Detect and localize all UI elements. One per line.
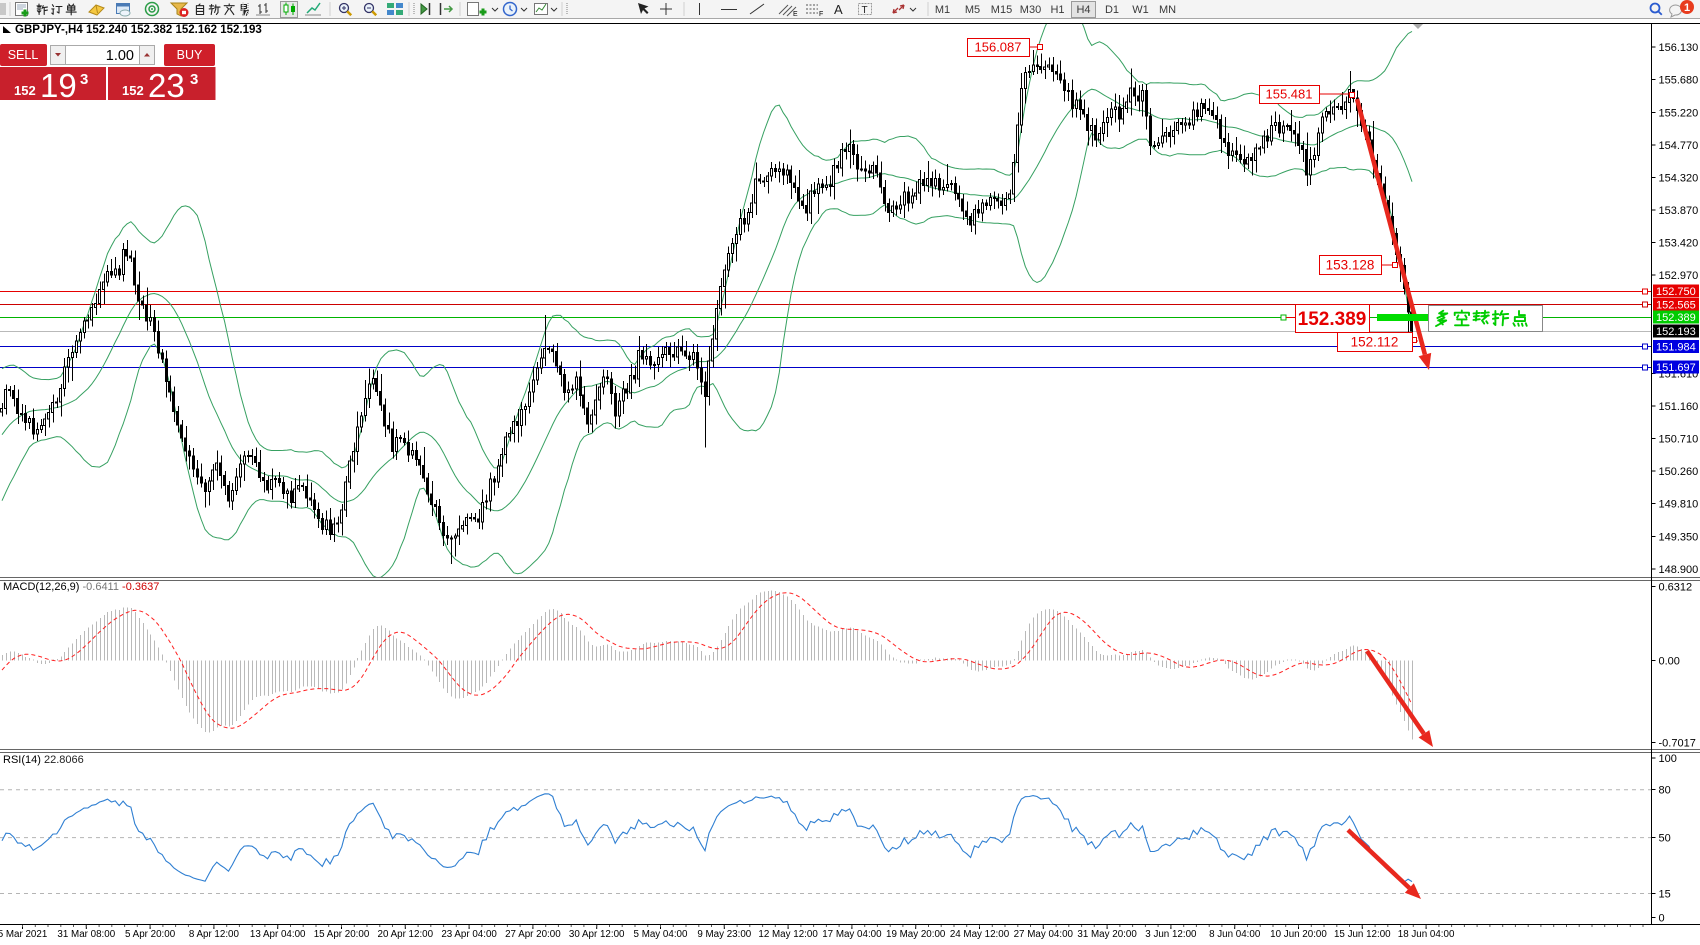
svg-text:19: 19 — [40, 67, 77, 104]
svg-text:0.00: 0.00 — [1659, 656, 1680, 668]
svg-text:80: 80 — [1659, 785, 1671, 797]
svg-text:156.087: 156.087 — [975, 40, 1022, 55]
svg-text:155.481: 155.481 — [1266, 87, 1313, 102]
svg-text:MN: MN — [1159, 4, 1176, 16]
svg-text:3 Jun 12:00: 3 Jun 12:00 — [1145, 929, 1197, 940]
svg-text:3: 3 — [80, 71, 88, 88]
svg-text:9 May 23:00: 9 May 23:00 — [697, 929, 751, 940]
svg-text:0.6312: 0.6312 — [1659, 582, 1693, 594]
svg-text:10 Jun 20:00: 10 Jun 20:00 — [1270, 929, 1327, 940]
svg-text:24 May 12:00: 24 May 12:00 — [950, 929, 1010, 940]
svg-text:5 Apr 20:00: 5 Apr 20:00 — [125, 929, 176, 940]
svg-text:19 May 20:00: 19 May 20:00 — [886, 929, 946, 940]
svg-text:27 May 04:00: 27 May 04:00 — [1014, 929, 1074, 940]
svg-text:0: 0 — [1659, 913, 1665, 925]
svg-text:30 Apr 12:00: 30 Apr 12:00 — [569, 929, 625, 940]
svg-text:152: 152 — [122, 83, 144, 98]
svg-text:1.00: 1.00 — [106, 48, 134, 64]
svg-text:151.984: 151.984 — [1656, 341, 1696, 353]
svg-text:M15: M15 — [991, 4, 1012, 16]
svg-text:152: 152 — [14, 83, 36, 98]
svg-text:E: E — [793, 11, 798, 18]
svg-text:20 Apr 12:00: 20 Apr 12:00 — [378, 929, 434, 940]
svg-text:150.710: 150.710 — [1659, 433, 1699, 445]
svg-text:152.193: 152.193 — [1656, 326, 1696, 338]
svg-text:A: A — [834, 2, 843, 17]
svg-text:13 Apr 04:00: 13 Apr 04:00 — [250, 929, 306, 940]
svg-text:M1: M1 — [935, 4, 950, 16]
svg-text:151.160: 151.160 — [1659, 401, 1699, 413]
svg-text:H4: H4 — [1076, 4, 1090, 16]
svg-text:MACD(12,26,9) -0.6411 -0.3637: MACD(12,26,9) -0.6411 -0.3637 — [3, 581, 159, 593]
svg-text:BUY: BUY — [177, 48, 203, 62]
svg-text:152.389: 152.389 — [1298, 309, 1367, 330]
svg-text:12 May 12:00: 12 May 12:00 — [758, 929, 818, 940]
svg-text:D1: D1 — [1105, 4, 1119, 16]
svg-text:152.112: 152.112 — [1351, 334, 1399, 349]
svg-text:M30: M30 — [1020, 4, 1041, 16]
svg-text:15 Jun 12:00: 15 Jun 12:00 — [1334, 929, 1391, 940]
svg-text:154.320: 154.320 — [1659, 173, 1699, 185]
svg-text:8 Apr 12:00: 8 Apr 12:00 — [189, 929, 240, 940]
svg-text:31 Mar 08:00: 31 Mar 08:00 — [57, 929, 115, 940]
svg-text:153.420: 153.420 — [1659, 238, 1699, 250]
svg-text:27 Apr 20:00: 27 Apr 20:00 — [505, 929, 561, 940]
svg-text:F: F — [819, 11, 823, 18]
svg-text:50: 50 — [1659, 833, 1671, 845]
svg-text:23 Apr 04:00: 23 Apr 04:00 — [441, 929, 497, 940]
svg-text:5 Mar 2021: 5 Mar 2021 — [0, 929, 47, 940]
svg-text:15 Apr 20:00: 15 Apr 20:00 — [314, 929, 370, 940]
svg-text:154.770: 154.770 — [1659, 140, 1699, 152]
svg-text:155.680: 155.680 — [1659, 75, 1699, 87]
svg-text:GBPJPY-,H4 152.240 152.382 15: GBPJPY-,H4 152.240 152.382 152.162 152.1… — [15, 24, 262, 36]
svg-text:31 May 20:00: 31 May 20:00 — [1077, 929, 1137, 940]
svg-text:153.870: 153.870 — [1659, 205, 1699, 217]
svg-text:152.389: 152.389 — [1656, 312, 1696, 324]
svg-text:152.970: 152.970 — [1659, 270, 1699, 282]
svg-text:W1: W1 — [1132, 4, 1149, 16]
svg-text:152.750: 152.750 — [1656, 286, 1696, 298]
svg-text:100: 100 — [1659, 753, 1677, 765]
svg-text:RSI(14) 22.8066: RSI(14) 22.8066 — [3, 754, 84, 766]
svg-text:151.697: 151.697 — [1656, 362, 1696, 374]
svg-text:-0.7017: -0.7017 — [1659, 738, 1696, 750]
svg-text:153.128: 153.128 — [1326, 257, 1375, 272]
svg-text:149.810: 149.810 — [1659, 498, 1699, 510]
svg-text:149.350: 149.350 — [1659, 532, 1699, 544]
svg-text:1: 1 — [1684, 2, 1690, 14]
svg-text:17 May 04:00: 17 May 04:00 — [822, 929, 882, 940]
svg-text:155.220: 155.220 — [1659, 108, 1699, 120]
svg-text:5 May 04:00: 5 May 04:00 — [634, 929, 688, 940]
svg-text:148.900: 148.900 — [1659, 564, 1699, 576]
svg-text:152.565: 152.565 — [1656, 299, 1696, 311]
svg-text:M5: M5 — [965, 4, 980, 16]
svg-text:T: T — [862, 5, 868, 16]
svg-text:8 Jun 04:00: 8 Jun 04:00 — [1209, 929, 1261, 940]
svg-text:18 Jun 04:00: 18 Jun 04:00 — [1398, 929, 1455, 940]
svg-text:150.260: 150.260 — [1659, 466, 1699, 478]
svg-text:3: 3 — [190, 71, 198, 88]
svg-text:23: 23 — [148, 67, 185, 104]
svg-text:SELL: SELL — [8, 48, 39, 62]
svg-text:156.130: 156.130 — [1659, 42, 1699, 54]
svg-text:H1: H1 — [1050, 4, 1064, 16]
svg-text:15: 15 — [1659, 889, 1671, 901]
